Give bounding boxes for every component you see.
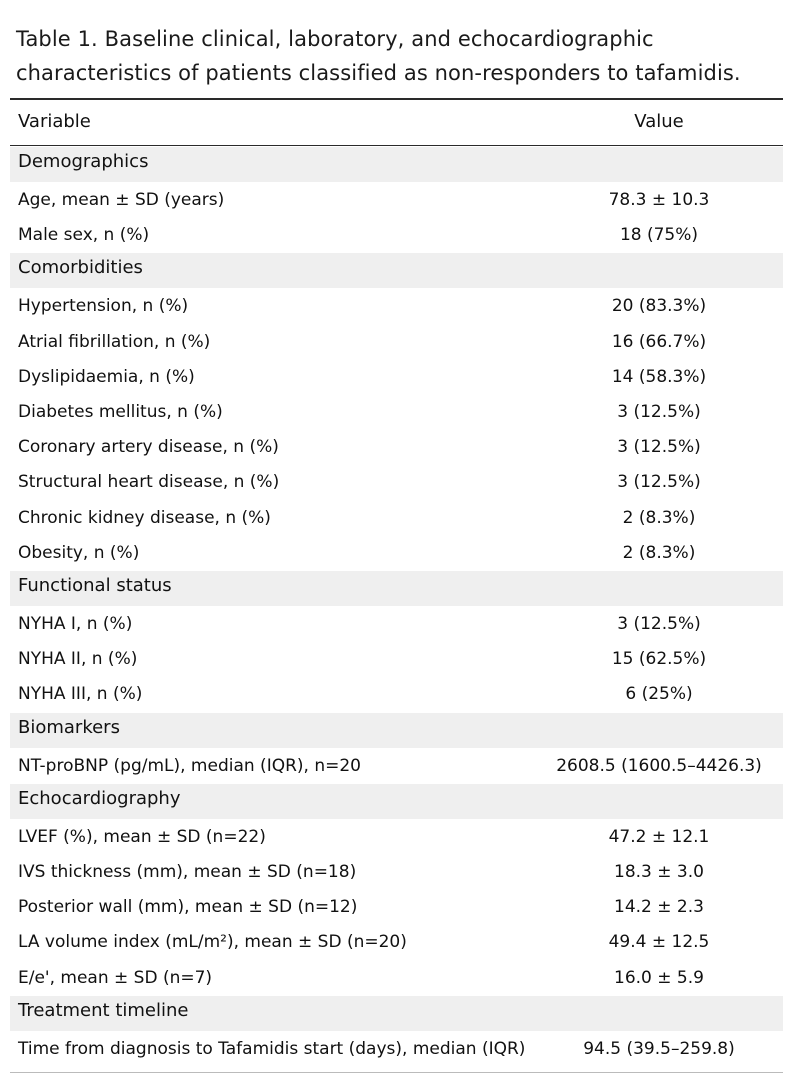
table-row: NYHA III, n (%) 6 (25%) (10, 677, 783, 712)
header-variable: Variable (18, 111, 91, 132)
section-row: Comorbidities (10, 253, 783, 289)
value-cell: 16 (66.7%) (611, 331, 707, 352)
table-row: NYHA II, n (%) 15 (62.5%) (10, 642, 783, 677)
table-row: Time from diagnosis to Tafamidis start (… (10, 1032, 783, 1067)
variable-cell: NYHA II, n (%) (18, 649, 138, 670)
value-cell: 3 (12.5%) (617, 402, 701, 422)
top-rule (10, 98, 783, 100)
table-row: NYHA I, n (%) 3 (12.5%) (10, 607, 783, 642)
table-row: Structural heart disease, n (%) 3 (12.5%) (10, 465, 783, 500)
section-row: Treatment timeline (10, 995, 783, 1031)
table-row: Chronic kidney disease, n (%) 2 (8.3%) (10, 501, 783, 536)
value-cell: 2608.5 (1600.5–4426.3) (556, 755, 762, 776)
variable-cell: Age, mean ± SD (years) (18, 190, 225, 210)
value-cell: 94.5 (39.5–259.8) (583, 1038, 735, 1059)
table-row: Dyslipidaemia, n (%) 14 (58.3%) (10, 360, 783, 395)
variable-cell: LVEF (%), mean ± SD (n=22) (18, 826, 266, 847)
table-row: LA volume index (mL/m²), mean ± SD (n=20… (10, 925, 783, 960)
value-cell: 20 (83.3%) (611, 296, 707, 317)
variable-cell: Obesity, n (%) (18, 542, 140, 563)
section-row: Biomarkers (10, 712, 783, 748)
variable-cell: Atrial fibrillation, n (%) (18, 331, 211, 352)
variable-cell: NT-proBNP (pg/mL), median (IQR), n=20 (18, 755, 361, 776)
table-row: Hypertension, n (%) 20 (83.3%) (10, 289, 783, 324)
value-cell: 3 (12.5%) (617, 472, 701, 493)
variable-cell: IVS thickness (mm), mean ± SD (n=18) (18, 862, 357, 882)
value-cell: 6 (25%) (625, 684, 693, 705)
table-header: Variable Value (10, 100, 783, 146)
variable-cell: E/e', mean ± SD (n=7) (18, 967, 213, 988)
variable-cell: Structural heart disease, n (%) (18, 472, 280, 493)
bottom-rule (10, 1072, 783, 1073)
table-row: Diabetes mellitus, n (%) 3 (12.5%) (10, 395, 783, 430)
value-cell: 14 (58.3%) (611, 366, 707, 387)
value-cell: 3 (12.5%) (617, 614, 701, 634)
table-row: NT-proBNP (pg/mL), median (IQR), n=20 260… (10, 749, 783, 784)
variable-cell: Hypertension, n (%) (18, 296, 189, 317)
section-row: Functional status (10, 571, 783, 606)
value-cell: 2 (8.3%) (622, 507, 696, 528)
table-row: IVS thickness (mm), mean ± SD (n=18) 18.3… (10, 855, 783, 890)
value-cell: 18.3 ± 3.0 (614, 862, 704, 882)
table-row: Male sex, n (%) 18 (75%) (10, 218, 783, 253)
table-row: Obesity, n (%) 2 (8.3%) (10, 536, 783, 571)
value-cell: 14.2 ± 2.3 (614, 897, 704, 918)
caption-line-2: characteristics of patients classified a… (16, 61, 741, 85)
value-cell: 49.4 ± 12.5 (608, 932, 710, 953)
variable-cell: LA volume index (mL/m²), mean ± SD (n=20… (18, 932, 407, 953)
caption-line-1: Table 1. Baseline clinical, laboratory, … (16, 27, 654, 51)
table-row: Age, mean ± SD (years) 78.3 ± 10.3 (10, 183, 783, 218)
table-caption: Table 1. Baseline clinical, laboratory, … (16, 22, 786, 90)
value-cell: 47.2 ± 12.1 (608, 826, 710, 847)
section-label: Treatment timeline (18, 999, 189, 1021)
value-cell: 2 (8.3%) (622, 542, 696, 563)
variable-cell: Coronary artery disease, n (%) (18, 437, 279, 458)
value-cell: 78.3 ± 10.3 (608, 190, 710, 210)
value-cell: 18 (75%) (619, 225, 699, 246)
section-label: Echocardiography (18, 787, 181, 809)
table-row: Coronary artery disease, n (%) 3 (12.5%) (10, 430, 783, 465)
variable-cell: Diabetes mellitus, n (%) (18, 402, 223, 422)
table-row: LVEF (%), mean ± SD (n=22) 47.2 ± 12.1 (10, 820, 783, 855)
table-row: E/e', mean ± SD (n=7) 16.0 ± 5.9 (10, 961, 783, 996)
header-value: Value (634, 111, 684, 132)
variable-cell: Posterior wall (mm), mean ± SD (n=12) (18, 897, 358, 918)
value-cell: 15 (62.5%) (611, 649, 707, 670)
variable-cell: Dyslipidaemia, n (%) (18, 366, 195, 387)
table-row: Posterior wall (mm), mean ± SD (n=12) 14.… (10, 890, 783, 925)
section-row: Demographics (10, 147, 783, 182)
variable-cell: NYHA III, n (%) (18, 684, 143, 705)
section-label: Functional status (18, 575, 172, 596)
value-cell: 16.0 ± 5.9 (614, 967, 704, 988)
variable-cell: Time from diagnosis to Tafamidis start (… (18, 1038, 526, 1059)
section-label: Biomarkers (18, 716, 120, 738)
section-row: Echocardiography (10, 783, 783, 819)
table-row: Atrial fibrillation, n (%) 16 (66.7%) (10, 325, 783, 360)
section-label: Comorbidities (18, 257, 143, 279)
variable-cell: NYHA I, n (%) (18, 614, 133, 634)
variable-cell: Male sex, n (%) (18, 225, 150, 246)
value-cell: 3 (12.5%) (617, 437, 701, 458)
variable-cell: Chronic kidney disease, n (%) (18, 507, 271, 528)
section-label: Demographics (18, 151, 149, 172)
